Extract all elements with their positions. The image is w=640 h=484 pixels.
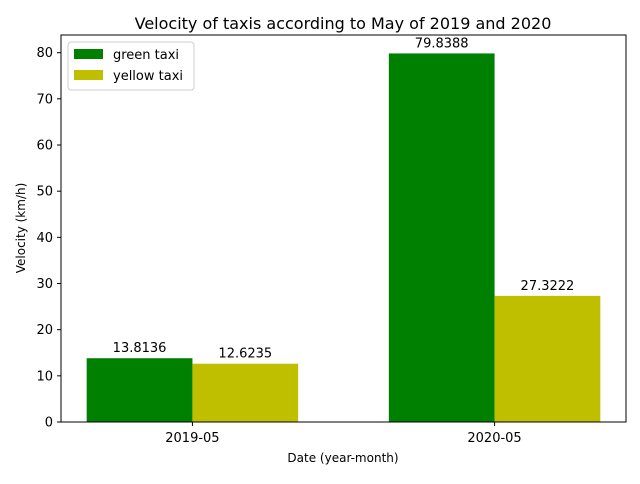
bars-layer (86, 53, 601, 422)
bar-green-taxi-2020-05 (388, 53, 495, 422)
y-tick-label: 0 (45, 416, 53, 431)
x-axis: 2019-05 2020-05 (165, 422, 522, 446)
y-tick-label: 20 (36, 323, 53, 338)
y-axis-label: Velocity (km/h) (14, 183, 28, 274)
value-label-green-taxi-2019-05: 13.8136 (113, 341, 167, 356)
plot-frame (60, 34, 627, 423)
x-tick-label: 2020-05 (467, 431, 521, 446)
x-tick-label: 2019-05 (165, 431, 219, 446)
y-tick-label: 10 (36, 369, 53, 384)
value-label-yellow-taxi-2020-05: 27.3222 (521, 279, 575, 294)
bar-yellow-taxi-2020-05 (494, 295, 601, 422)
bar-yellow-taxi-2019-05 (192, 363, 299, 422)
y-axis: 0 10 20 30 40 50 60 70 80 (36, 46, 61, 431)
chart-title: Velocity of taxis according to May of 20… (135, 14, 552, 33)
value-label-yellow-taxi-2019-05: 12.6235 (218, 347, 272, 362)
legend: green taxi yellow taxi (67, 41, 195, 91)
legend-label-yellow-taxi: yellow taxi (113, 69, 183, 84)
y-tick-label: 40 (36, 231, 53, 246)
x-axis-label: Date (year-month) (287, 451, 398, 465)
y-tick-label: 80 (36, 46, 53, 61)
y-tick-label: 50 (36, 185, 53, 200)
y-tick-label: 30 (36, 277, 53, 292)
value-label-green-taxi-2020-05: 79.8388 (415, 36, 469, 51)
bar-green-taxi-2019-05 (86, 358, 193, 422)
y-tick-label: 60 (36, 139, 53, 154)
legend-label-green-taxi: green taxi (113, 48, 179, 63)
value-labels-layer: 13.8136 79.8388 12.6235 27.3222 (113, 36, 575, 361)
legend-swatch-green-taxi (74, 49, 103, 59)
legend-swatch-yellow-taxi (74, 70, 103, 80)
y-tick-label: 70 (36, 92, 53, 107)
